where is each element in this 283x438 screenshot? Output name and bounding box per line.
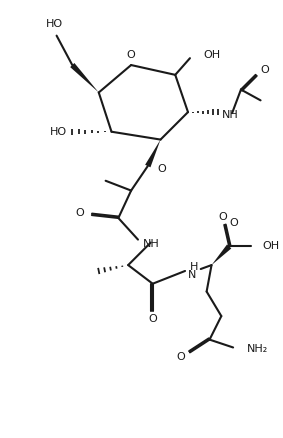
Text: NH₂: NH₂ — [247, 344, 268, 354]
Text: O: O — [229, 218, 238, 228]
Polygon shape — [211, 244, 231, 265]
Text: O: O — [148, 314, 157, 324]
Text: O: O — [127, 50, 136, 60]
Text: O: O — [176, 352, 185, 362]
Polygon shape — [70, 63, 99, 92]
Text: HO: HO — [46, 19, 63, 29]
Text: OH: OH — [204, 50, 221, 60]
Text: O: O — [158, 164, 166, 174]
Text: NH: NH — [222, 110, 239, 120]
Polygon shape — [145, 140, 160, 167]
Text: N: N — [188, 270, 196, 280]
Text: OH: OH — [263, 241, 280, 251]
Text: O: O — [261, 65, 269, 75]
Text: HO: HO — [50, 127, 67, 137]
Text: O: O — [218, 212, 227, 222]
Text: O: O — [75, 208, 84, 218]
Text: NH: NH — [143, 239, 160, 248]
Text: H: H — [190, 262, 198, 272]
